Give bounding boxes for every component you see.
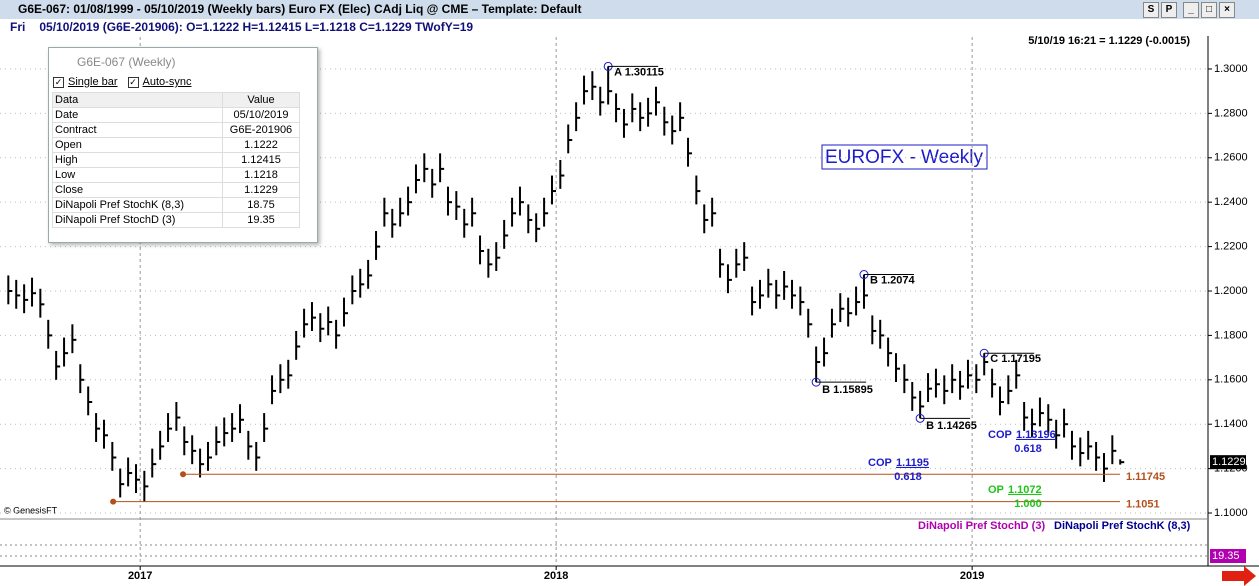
button[interactable]: S <box>1143 2 1159 18</box>
dw-cell: High <box>52 152 223 168</box>
level-label: 1.1051 <box>1126 499 1160 511</box>
dw-row: DiNapoli Pref StochD (3) 19.35 <box>52 212 300 228</box>
dw-options: ✓ Single bar ✓ Auto-sync <box>49 76 317 92</box>
y-tick-label: 1.2800 <box>1214 107 1248 119</box>
dw-col: Value <box>222 92 300 108</box>
window-title: G6E-067: 01/08/1999 - 05/10/2019 (Weekly… <box>18 2 582 16</box>
y-tick-label: 1.2200 <box>1214 240 1248 252</box>
price-tag-label: 1.1229 <box>1212 456 1246 468</box>
dw-cell: DiNapoli Pref StochK (8,3) <box>52 197 223 213</box>
y-tick-label: 1.1000 <box>1214 507 1248 519</box>
close[interactable]: × <box>1219 2 1235 18</box>
projection-ratio: 0.618 <box>1014 443 1042 455</box>
y-tick-label: 1.2600 <box>1214 152 1248 164</box>
dw-cell: 05/10/2019 <box>222 107 300 123</box>
scroll-arrow[interactable] <box>1222 566 1256 586</box>
projection-name: COP <box>988 429 1012 441</box>
info-line: Fri 05/10/2019 (G6E-201906): O=1.1222 H=1… <box>0 19 1259 35</box>
projection-ratio: 0.618 <box>894 471 922 483</box>
swing-label: B 1.15895 <box>822 384 873 396</box>
x-tick-label: 2019 <box>960 570 984 582</box>
x-tick-label: 2018 <box>544 570 568 582</box>
y-tick-label: 1.1400 <box>1214 418 1248 430</box>
level-label: 1.11745 <box>1126 471 1165 483</box>
dw-row: Close 1.1229 <box>52 182 300 198</box>
dw-row: DiNapoli Pref StochK (8,3) 18.75 <box>52 197 300 213</box>
projection: COP 1.13196 0.618 <box>988 429 1056 455</box>
dw-row: Contract G6E-201906 <box>52 122 300 138</box>
dw-cell: Date <box>52 107 223 123</box>
dw-row: High 1.12415 <box>52 152 300 168</box>
projection-ratio: 1.000 <box>1014 498 1042 510</box>
projection-name: OP <box>988 484 1004 496</box>
dw-table: Data Value Date 05/10/2019 Contract G6E-20190… <box>52 92 300 228</box>
dw-cell: DiNapoli Pref StochD (3) <box>52 212 223 228</box>
price-tag <box>1210 455 1246 470</box>
y-tick-label: 1.1800 <box>1214 329 1248 341</box>
title-bar: G6E-067: 01/08/1999 - 05/10/2019 (Weekly… <box>0 0 1259 19</box>
dw-row: Open 1.1222 <box>52 137 300 153</box>
x-tick-label: 2017 <box>128 570 152 582</box>
dw-row: Low 1.1218 <box>52 167 300 183</box>
dw-cell: Open <box>52 137 223 153</box>
timestamp: 5/10/19 16:21 = 1.1229 (-0.0015) <box>1028 35 1190 47</box>
checkbox[interactable]: ✓ <box>127 77 139 88</box>
checkbox[interactable]: ✓ <box>53 77 64 88</box>
dw-cell: G6E-201906 <box>222 122 300 138</box>
level-dot <box>110 498 117 505</box>
swing-label: A 1.30115 <box>614 66 664 78</box>
projection: COP 1.1195 0.618 <box>868 457 929 483</box>
indicator-tag <box>1210 549 1246 563</box>
dw-title: G6E-067 (Weekly) <box>77 55 176 69</box>
minimize[interactable]: _ <box>1183 2 1199 18</box>
projection-value: 1.1072 <box>1008 484 1042 496</box>
y-tick-label: 1.3000 <box>1214 63 1248 75</box>
day: Fri <box>10 20 26 34</box>
swing-label: B 1.14265 <box>926 420 977 432</box>
dw-cell: Low <box>52 167 223 183</box>
indicator-legend: DiNapoli Pref StochK (8,3) <box>1054 520 1191 532</box>
dw-cell: Contract <box>52 122 223 138</box>
copyright: © GenesisFT <box>4 505 58 515</box>
dw-cell: 19.35 <box>222 212 300 228</box>
level-dot <box>180 471 187 478</box>
projection-value: 1.1195 <box>896 457 929 469</box>
y-tick-label: 1.2400 <box>1214 196 1248 208</box>
swing-label: B 1.2074 <box>870 274 916 286</box>
swing-label: C 1.17195 <box>990 353 1041 365</box>
dw-row: Date 05/10/2019 <box>52 107 300 123</box>
projection-name: COP <box>868 457 892 469</box>
option-label: Single bar <box>68 76 118 88</box>
dw-cell: 1.12415 <box>222 152 300 168</box>
dw-cell: 18.75 <box>222 197 300 213</box>
title-box <box>821 144 988 170</box>
data-window: G6E-067 (Weekly) ✓ Single bar ✓ Auto-sync D… <box>48 47 318 243</box>
indicator-tag-label: 19.35 <box>1212 550 1240 562</box>
dw-col: Data <box>52 92 223 108</box>
option-label: Auto-sync <box>142 76 192 88</box>
indicator-legend: DiNapoli Pref StochD (3) <box>918 520 1045 532</box>
dw-cell: Close <box>52 182 223 198</box>
bar-info: 05/10/2019 (G6E-201906): O=1.1222 H=1.12… <box>39 20 474 34</box>
chart-title: EUROFX - Weekly <box>825 147 984 168</box>
dw-cell: 1.1222 <box>222 137 300 153</box>
button[interactable]: P <box>1161 2 1177 18</box>
projection-value: 1.13196 <box>1016 429 1056 441</box>
projection: OP 1.1072 1.000 <box>988 484 1042 510</box>
y-tick-label: 1.2000 <box>1214 285 1248 297</box>
dw-cell: 1.1218 <box>222 167 300 183</box>
dw-cell: 1.1229 <box>222 182 300 198</box>
y-tick-label: 1.1600 <box>1214 374 1248 386</box>
maximize[interactable]: □ <box>1201 2 1217 18</box>
